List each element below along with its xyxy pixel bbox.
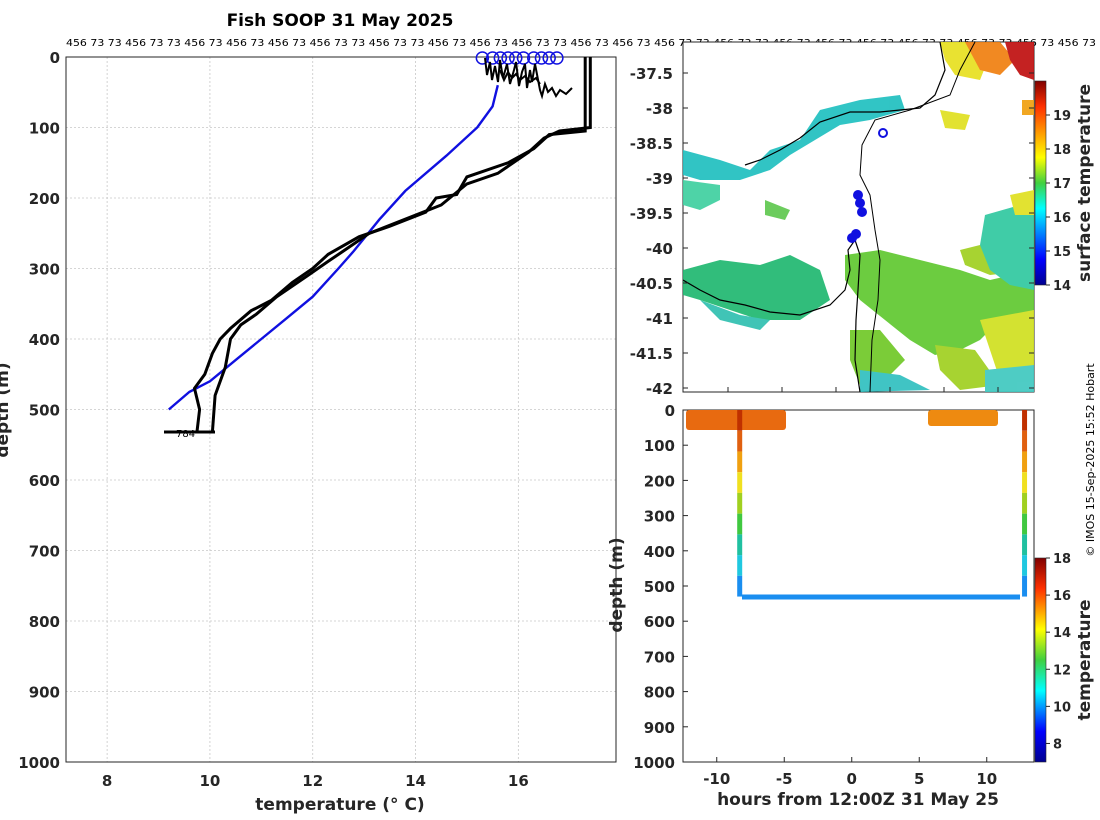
section-ytick: 1000 bbox=[633, 754, 675, 772]
section-ytick: 100 bbox=[644, 437, 675, 455]
map-colorbar-tick: 15 bbox=[1053, 245, 1071, 260]
map-ytick: -38 bbox=[646, 100, 673, 118]
map-ytick: -40.5 bbox=[630, 275, 673, 293]
section-ytick: 400 bbox=[644, 543, 675, 561]
section-surface-bands bbox=[686, 410, 998, 430]
profile-ytick: 300 bbox=[29, 261, 60, 279]
coastline-tasmania bbox=[683, 238, 861, 392]
profile-ytick: 1000 bbox=[18, 754, 60, 772]
section-casts bbox=[737, 410, 1028, 597]
profile-ytick: 200 bbox=[29, 190, 60, 208]
credit-text: © IMOS 15-Sep-2025 15:52 Hobart bbox=[1084, 363, 1097, 557]
map-colorbar-tick: 14 bbox=[1053, 279, 1071, 294]
section-colorbar-tick: 12 bbox=[1053, 663, 1071, 678]
section-ytick: 200 bbox=[644, 472, 675, 490]
profile-label: 784 bbox=[176, 429, 195, 440]
section-ylabel: depth (m) bbox=[607, 537, 627, 632]
surface-circle bbox=[550, 51, 564, 65]
section-xtick: 5 bbox=[914, 770, 924, 788]
map-colorbar-tick: 16 bbox=[1053, 211, 1071, 226]
profile-ylabel: depth (m) bbox=[0, 362, 13, 457]
profile-ytick: 100 bbox=[29, 120, 60, 138]
section-ytick: 300 bbox=[644, 508, 675, 526]
map-ytick: -38.5 bbox=[630, 135, 673, 153]
map-colorbar-label: surface temperature bbox=[1075, 84, 1095, 282]
surface-temperature-map: -37.5 -38 -38.5 -39 -39.5 -40 -40.5 -41 -41.5 -42… bbox=[630, 41, 1095, 398]
map-ytick: -40 bbox=[646, 240, 673, 258]
ship-track bbox=[847, 190, 867, 243]
profile-xtick: 10 bbox=[199, 772, 220, 790]
profile-xlabel: temperature (° C) bbox=[255, 795, 424, 815]
map-colorbar-tick: 19 bbox=[1053, 109, 1071, 124]
section-ytick: 600 bbox=[644, 613, 675, 631]
section-colorbar bbox=[1034, 557, 1047, 763]
map-ytick: -41.5 bbox=[630, 345, 673, 363]
map-colorbar bbox=[1034, 80, 1047, 286]
profile-black-2 bbox=[211, 57, 592, 431]
profile-ytick: 400 bbox=[29, 331, 60, 349]
profile-xtick: 16 bbox=[508, 772, 529, 790]
profile-plot: 8 10 12 14 16 0 100 200 300 400 500 600 700 800 900 10… bbox=[0, 49, 617, 815]
profile-ytick: 700 bbox=[29, 543, 60, 561]
surface-circle bbox=[542, 51, 556, 65]
profile-xtick: 14 bbox=[405, 772, 426, 790]
profile-ytick: 600 bbox=[29, 472, 60, 490]
map-ytick: -37.5 bbox=[630, 65, 673, 83]
section-colorbar-label: temperature bbox=[1075, 599, 1095, 720]
section-ytick: 0 bbox=[665, 402, 675, 420]
profile-ytick: 500 bbox=[29, 402, 60, 420]
surface-circle bbox=[501, 51, 515, 65]
profile-ytick: 800 bbox=[29, 613, 60, 631]
map-colorbar-tick: 17 bbox=[1053, 177, 1071, 192]
map-ytick: -39 bbox=[646, 170, 673, 188]
coastline-mainland bbox=[744, 42, 946, 166]
coastline-boundary bbox=[859, 42, 976, 392]
ship-position-circle bbox=[878, 128, 888, 138]
section-colorbar-tick: 16 bbox=[1053, 589, 1071, 604]
section-xtick: -5 bbox=[776, 770, 793, 788]
profile-ytick: 0 bbox=[50, 49, 60, 67]
map-colorbar-tick: 18 bbox=[1053, 143, 1071, 158]
map-ytick: -42 bbox=[646, 380, 673, 398]
section-ytick: 500 bbox=[644, 578, 675, 596]
header-strip: 456 73 73 456 73 73 456 73 456 73 456 73… bbox=[66, 38, 1096, 49]
section-colorbar-tick: 14 bbox=[1053, 626, 1071, 641]
section-xlabel: hours from 12:00Z 31 May 25 bbox=[717, 790, 999, 810]
sst-patches bbox=[683, 42, 1034, 392]
profile-plot-frame bbox=[65, 56, 617, 763]
section-ytick: 800 bbox=[644, 684, 675, 702]
section-colorbar-tick: 8 bbox=[1053, 737, 1062, 752]
section-ytick: 700 bbox=[644, 648, 675, 666]
section-xtick: 0 bbox=[847, 770, 857, 788]
surface-circle bbox=[527, 51, 541, 65]
profile-xtick: 12 bbox=[302, 772, 323, 790]
section-colorbar-tick: 18 bbox=[1053, 552, 1071, 567]
section-xtick: 10 bbox=[976, 770, 997, 788]
section-xtick: -10 bbox=[703, 770, 730, 788]
surface-circle bbox=[475, 51, 490, 65]
map-ytick: -41 bbox=[646, 310, 673, 328]
section-frame bbox=[682, 409, 1035, 763]
section-ytick: 900 bbox=[644, 719, 675, 737]
section-colorbar-tick: 10 bbox=[1053, 700, 1071, 715]
map-ytick: -39.5 bbox=[630, 205, 673, 223]
surface-circle bbox=[534, 51, 549, 65]
profile-black-1 bbox=[192, 57, 587, 431]
surface-black-traces bbox=[484, 57, 573, 100]
profile-xtick: 8 bbox=[102, 772, 112, 790]
figure-title: Fish SOOP 31 May 2025 bbox=[227, 11, 454, 31]
profile-ytick: 900 bbox=[29, 684, 60, 702]
profile-blue bbox=[168, 84, 499, 411]
surface-black-traces-2 bbox=[499, 69, 541, 85]
surface-circle bbox=[485, 51, 500, 65]
surface-circle bbox=[516, 51, 531, 65]
depth-time-section: -10 -5 0 5 10 0 100 200 300 400 500 600 700 800 900 10… bbox=[607, 402, 1095, 810]
